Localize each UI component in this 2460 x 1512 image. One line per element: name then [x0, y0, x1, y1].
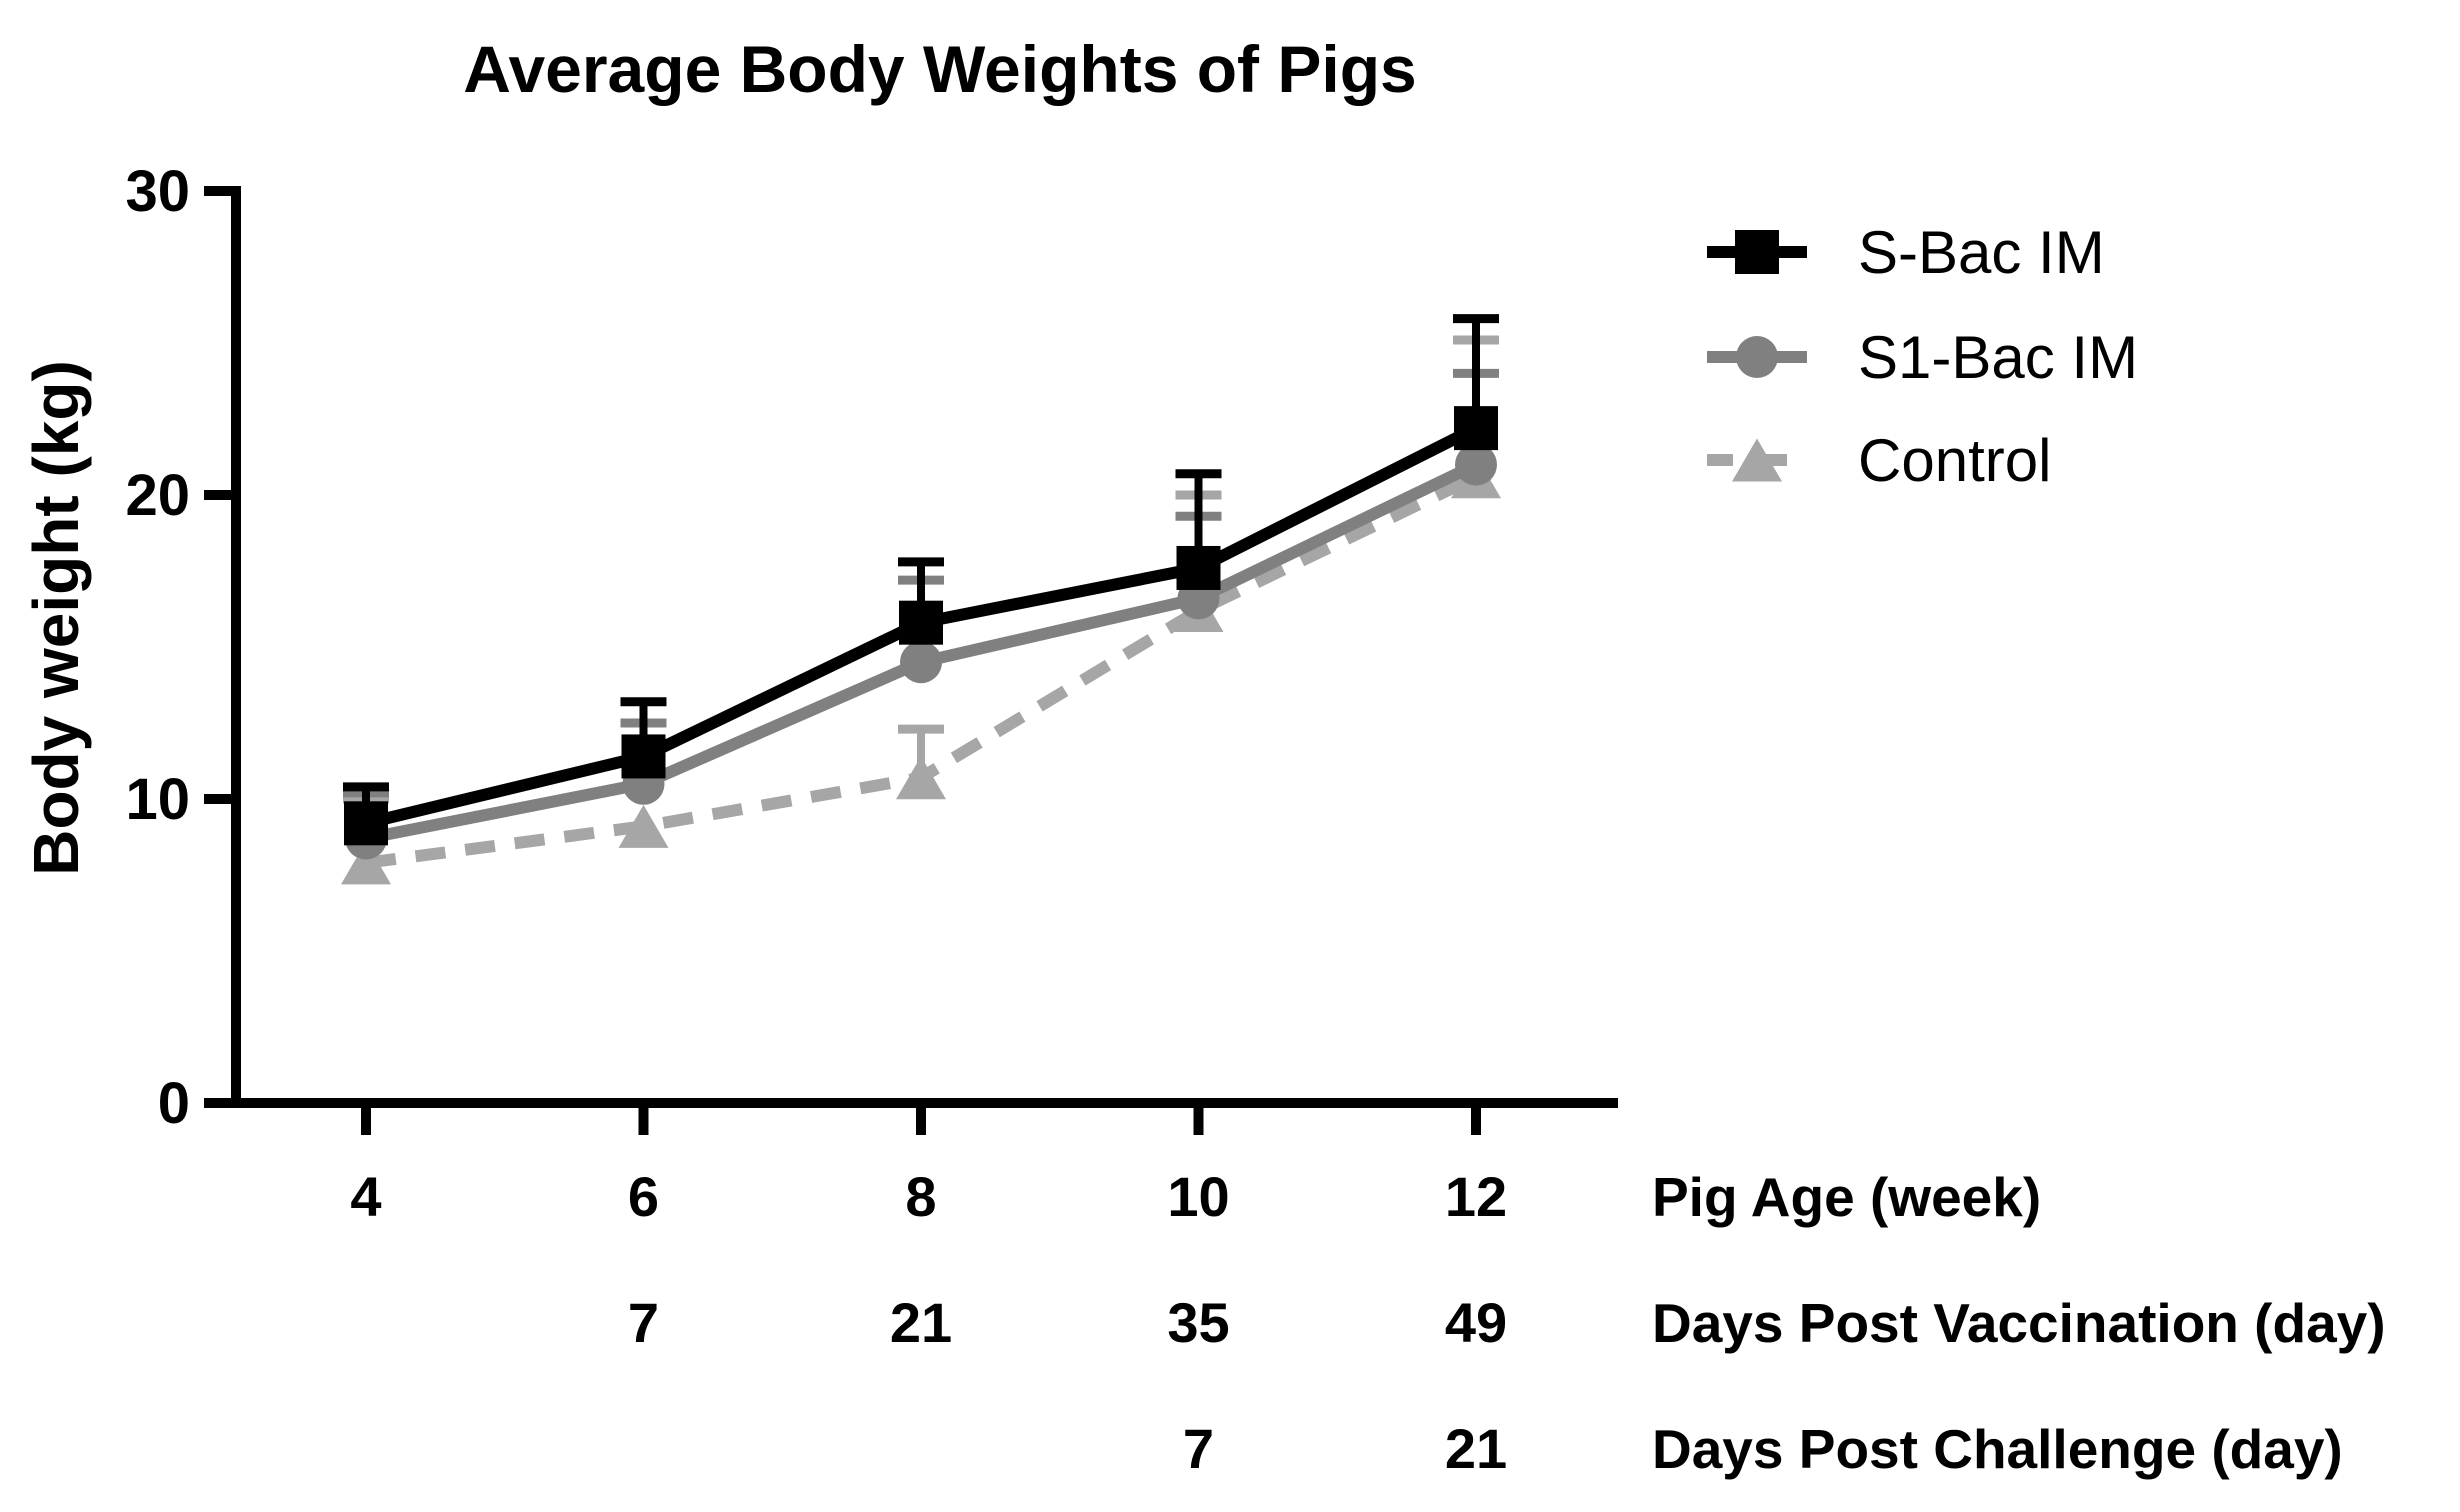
row-label-pig-age: Pig Age (week): [1652, 1166, 2041, 1228]
x-tick-label-row1: 4: [350, 1165, 381, 1228]
legend-label: S-Bac IM: [1858, 219, 2105, 286]
x-tick-label-row3: 21: [1445, 1417, 1507, 1480]
x-tick-label-row1: 8: [905, 1165, 936, 1228]
legend-triangle-marker-icon: [1732, 438, 1782, 482]
y-tick-label: 30: [125, 159, 190, 224]
x-tick-label-row2: 21: [890, 1291, 952, 1354]
data-point-s1-bac-im: [1455, 443, 1497, 486]
legend-entry-control: Control: [1707, 427, 2051, 494]
data-point-s1-bac-im: [900, 641, 942, 684]
series-markers-layer: [341, 406, 1501, 885]
legend-square-marker-icon: [1735, 230, 1779, 274]
data-point-s-bac-im: [899, 600, 943, 645]
x-tick-label-row1: 6: [628, 1165, 659, 1228]
x-axis-row-labels: Pig Age (week) Days Post Vaccination (da…: [1652, 1166, 2386, 1480]
x-tick-label-row2: 49: [1445, 1291, 1507, 1354]
data-point-s-bac-im: [344, 801, 388, 846]
legend-circle-marker-icon: [1736, 336, 1778, 378]
y-axis-label: Body weight (kg): [20, 360, 92, 876]
y-tick-label: 10: [125, 767, 190, 832]
x-tick-label-row2: 35: [1167, 1291, 1229, 1354]
tick-labels-layer: 0 10 20 30 4 6 8 10 12 7 21 35 49 7 21: [125, 159, 1507, 1480]
data-point-control: [618, 804, 669, 848]
row-label-days-post-challenge: Days Post Challenge (day): [1652, 1418, 2343, 1480]
row-label-days-post-vaccination: Days Post Vaccination (day): [1652, 1292, 2386, 1354]
chart-title: Average Body Weights of Pigs: [463, 32, 1417, 106]
data-point-s-bac-im: [1454, 406, 1498, 451]
legend: S-Bac IM S1-Bac IM Control: [1707, 219, 2138, 494]
x-tick-label-row2: 7: [628, 1291, 659, 1354]
x-tick-label-row3: 7: [1183, 1417, 1214, 1480]
legend-entry-s-bac-im: S-Bac IM: [1707, 219, 2105, 286]
data-point-s-bac-im: [1176, 545, 1221, 590]
x-tick-label-row1: 12: [1445, 1165, 1507, 1228]
legend-label: S1-Bac IM: [1858, 324, 2138, 391]
x-tick-label-row1: 10: [1167, 1165, 1229, 1228]
y-tick-label: 20: [125, 463, 190, 528]
legend-label: Control: [1858, 427, 2051, 494]
legend-entry-s1-bac-im: S1-Bac IM: [1707, 324, 2138, 391]
axes-layer: [204, 186, 1618, 1135]
y-tick-label: 0: [158, 1071, 190, 1136]
data-point-control: [896, 756, 946, 800]
data-point-s-bac-im: [621, 734, 666, 779]
data-point-control: [341, 841, 391, 885]
